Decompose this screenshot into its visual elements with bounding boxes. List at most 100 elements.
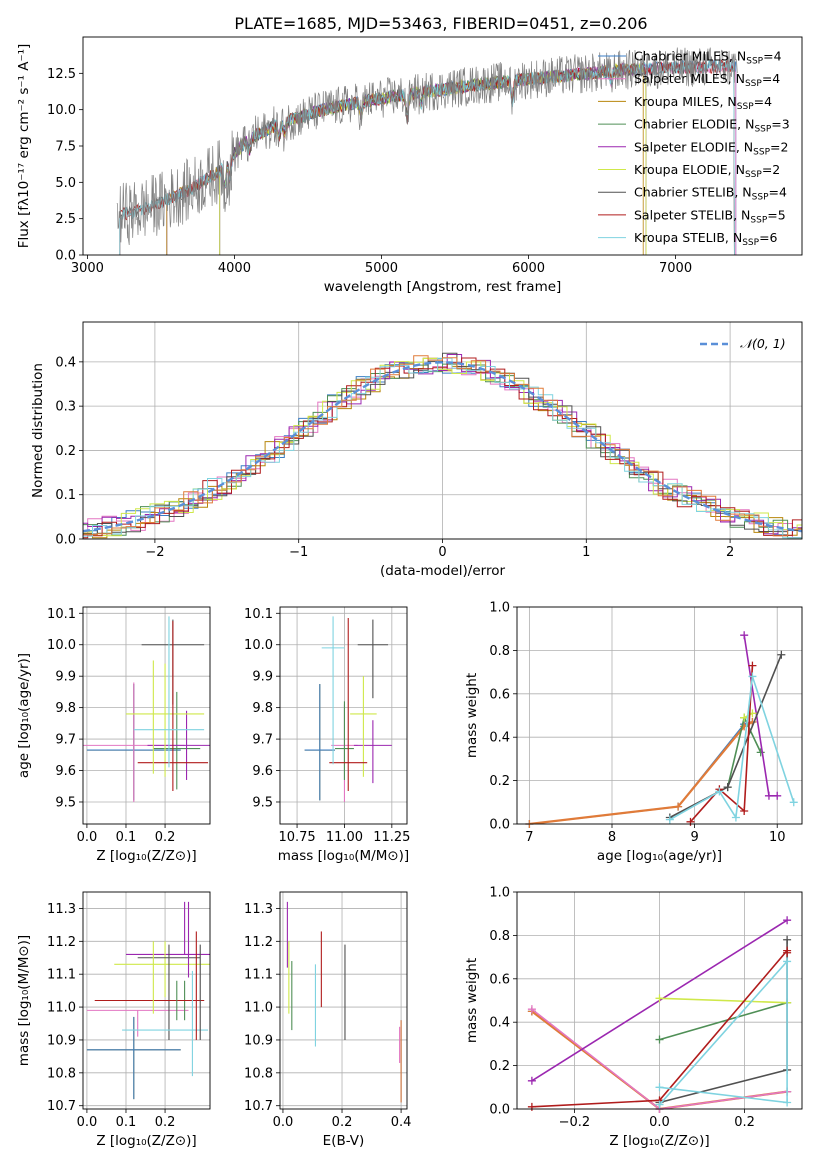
weight_vs_age-xlabel: age [log₁₀(age/yr)] bbox=[597, 848, 722, 864]
spectrum-xlabel: wavelength [Angstrom, rest frame] bbox=[324, 279, 562, 295]
weight-point-marker bbox=[783, 1098, 792, 1107]
spectrum-xtick-label: 6000 bbox=[512, 261, 545, 276]
weight_vs_Z-ytick-label: 0.6 bbox=[489, 972, 510, 987]
residuals-xlabel: (data-model)/error bbox=[380, 563, 506, 579]
mass_vs_ebv-ytick-label: 11.1 bbox=[244, 968, 273, 983]
weight-point-marker bbox=[740, 631, 749, 640]
residuals-ytick-label: 0.0 bbox=[55, 533, 76, 548]
mass_vs_ebv-ytick-label: 10.8 bbox=[244, 1066, 273, 1081]
weight_vs_age-ylabel: mass weight bbox=[464, 673, 480, 758]
weight-point-marker bbox=[715, 787, 724, 796]
mass_vs_Z-xtick-label: 0.2 bbox=[155, 1115, 176, 1130]
mass_vs_Z-frame bbox=[82, 891, 211, 1110]
age_vs_mass-ytick-label: 10.0 bbox=[244, 638, 273, 653]
weight_vs_Z-xtick-label: −0.2 bbox=[559, 1115, 591, 1130]
weight_vs_Z-xlabel: Z [log₁₀(Z/Z⊙)] bbox=[609, 1133, 709, 1149]
age_vs_Z-xtick-label: 0.2 bbox=[155, 830, 176, 845]
weight_vs_Z-ytick-label: 1.0 bbox=[489, 886, 510, 901]
normal-curve bbox=[83, 361, 802, 533]
spectrum-ytick-label: 0.0 bbox=[55, 249, 76, 264]
weight_vs_Z-xtick-label: 0.0 bbox=[649, 1115, 670, 1130]
legend-entry: Chabrier ELODIE, NSSP=3 bbox=[634, 117, 790, 135]
weight-point-marker bbox=[783, 916, 792, 925]
mass_vs_Z-ytick-label: 10.8 bbox=[47, 1066, 76, 1081]
residuals-xtick-label: 0 bbox=[438, 545, 446, 560]
residuals-ylabel: Normed distribution bbox=[30, 363, 46, 498]
age_vs_Z-ytick-label: 9.8 bbox=[55, 701, 76, 716]
residuals-legend: 𝒩(0, 1) bbox=[700, 336, 786, 351]
weight_vs_age-ytick-label: 0.2 bbox=[489, 774, 510, 789]
spectrum-data-line bbox=[116, 47, 738, 246]
mass_vs_ebv-ytick-label: 11.2 bbox=[244, 935, 273, 950]
residuals-ytick-label: 0.2 bbox=[55, 444, 76, 459]
mass_vs_Z-xlabel: Z [log₁₀(Z/Z⊙)] bbox=[96, 1133, 196, 1149]
age_vs_Z-ytick-label: 9.7 bbox=[55, 733, 76, 748]
age_vs_mass-xtick-label: 11.00 bbox=[326, 830, 363, 845]
weight-point-marker bbox=[527, 1102, 536, 1111]
age_vs_Z-ytick-label: 10.1 bbox=[47, 607, 76, 622]
spectrum-legend: Chabrier MILES, NSSP=4 Salpeter MILES, NS… bbox=[598, 49, 790, 248]
weight_vs_Z-ytick-label: 0.2 bbox=[489, 1059, 510, 1074]
mass_vs_Z-xtick-label: 0.0 bbox=[77, 1115, 98, 1130]
age_vs_mass-ytick-label: 9.8 bbox=[252, 701, 273, 716]
weight_vs_Z-ytick-label: 0.0 bbox=[489, 1103, 510, 1118]
residuals-ytick-label: 0.4 bbox=[55, 355, 76, 370]
mass_vs_ebv-ytick-label: 11.3 bbox=[244, 902, 273, 917]
mass_vs_ebv-ytick-label: 10.7 bbox=[244, 1099, 273, 1114]
spectrum-xtick-label: 5000 bbox=[365, 261, 398, 276]
spectrum-ytick-label: 7.5 bbox=[55, 140, 76, 155]
mass_vs_Z-ylabel: mass [log₁₀(M/M⊙)] bbox=[16, 935, 32, 1066]
weight_vs_Z-ytick-label: 0.4 bbox=[489, 1016, 510, 1031]
mass_vs_ebv-axes: 0.0 0.2 0.4 10.7 10.8 10.9 11.0 11.1 11.2 11.3 E(B… bbox=[244, 892, 411, 1149]
legend-entry: Chabrier STELIB, NSSP=4 bbox=[634, 185, 787, 203]
mass_vs_ebv-xtick-label: 0.2 bbox=[332, 1115, 353, 1130]
weight-point-marker bbox=[723, 783, 732, 792]
age_vs_Z-ytick-label: 9.6 bbox=[55, 764, 76, 779]
spectrum-ytick-label: 10.0 bbox=[47, 103, 76, 118]
weight_vs_age-xtick-label: 10 bbox=[769, 830, 786, 845]
residuals-ytick-label: 0.1 bbox=[55, 488, 76, 503]
mass_vs_Z-ytick-label: 11.1 bbox=[47, 968, 76, 983]
weight-point-marker bbox=[665, 815, 674, 824]
weight-point-marker bbox=[655, 1083, 664, 1092]
legend-entry: Chabrier MILES, NSSP=4 bbox=[634, 49, 782, 67]
residuals-xtick-label: −1 bbox=[289, 545, 308, 560]
age_vs_mass-frame bbox=[279, 606, 408, 825]
legend-entry: Salpeter ELODIE, NSSP=2 bbox=[634, 139, 788, 157]
weight-line bbox=[689, 665, 754, 823]
residuals-frame bbox=[82, 321, 803, 540]
mass_vs_ebv-ytick-label: 11.0 bbox=[244, 1001, 273, 1016]
weight-point-marker bbox=[789, 798, 798, 807]
weight_vs_age-ytick-label: 0.6 bbox=[489, 687, 510, 702]
age_vs_Z-xlabel: Z [log₁₀(Z/Z⊙)] bbox=[96, 848, 196, 864]
age_vs_mass-ytick-label: 9.7 bbox=[252, 733, 273, 748]
weight-point-marker bbox=[674, 802, 683, 811]
weight_vs_age-ytick-label: 0.8 bbox=[489, 644, 510, 659]
mass_vs_Z-ytick-label: 11.2 bbox=[47, 935, 76, 950]
residuals-xtick-label: −2 bbox=[145, 545, 164, 560]
weight_vs_Z-ylabel: mass weight bbox=[464, 958, 480, 1043]
weight-point-marker bbox=[783, 935, 792, 944]
spectrum-ytick-label: 5.0 bbox=[55, 176, 76, 191]
weight_vs_Z-frame bbox=[516, 891, 803, 1110]
mass_vs_Z-axes: 0.0 0.1 0.2 10.7 10.8 10.9 11.0 11.1 11.2 11.3 Z [… bbox=[16, 892, 210, 1149]
histogram-step-line bbox=[83, 357, 802, 539]
age_vs_mass-xtick-label: 10.75 bbox=[278, 830, 315, 845]
mass_vs_ebv-frame bbox=[279, 891, 408, 1110]
weight-point-marker bbox=[527, 1076, 536, 1085]
age_vs_Z-xtick-label: 0.1 bbox=[116, 830, 137, 845]
weight_vs_age-ytick-label: 1.0 bbox=[489, 601, 510, 616]
age_vs_mass-xlabel: mass [log₁₀(M/M⊙)] bbox=[278, 848, 409, 864]
weight_vs_age-xtick-label: 9 bbox=[690, 830, 698, 845]
legend-entry: Kroupa ELODIE, NSSP=2 bbox=[634, 162, 780, 180]
mass_vs_Z-ytick-label: 11.0 bbox=[47, 1001, 76, 1016]
mass_vs_ebv-xlabel: E(B-V) bbox=[323, 1133, 365, 1149]
weight_vs_Z-ytick-label: 0.8 bbox=[489, 929, 510, 944]
figure-title: PLATE=1685, MJD=53463, FIBERID=0451, z=0… bbox=[234, 14, 647, 33]
weight_vs_age-ytick-label: 0.0 bbox=[489, 818, 510, 833]
spectrum-frame bbox=[82, 36, 803, 256]
age_vs_mass-xtick-label: 11.25 bbox=[373, 830, 410, 845]
weight-point-marker bbox=[783, 948, 792, 957]
residuals-xtick-label: 1 bbox=[582, 545, 590, 560]
